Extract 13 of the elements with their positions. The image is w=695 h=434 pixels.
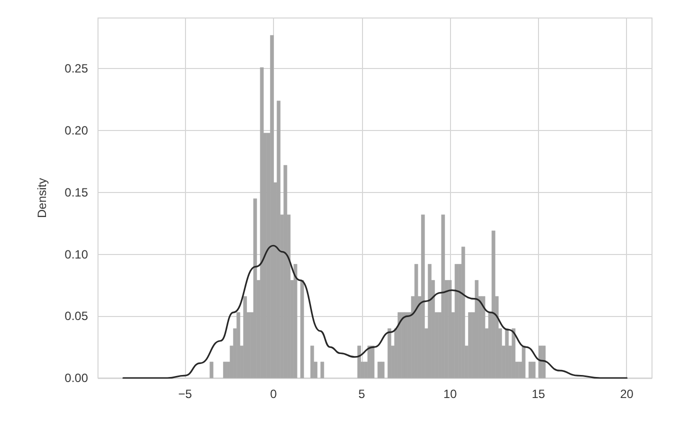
y-tick-label: 0.20: [64, 124, 88, 138]
x-tick-label: 0: [270, 387, 278, 401]
y-tick-label: 0.25: [64, 62, 88, 76]
x-tick-label: 10: [443, 387, 458, 401]
x-tick-label: 5: [358, 387, 366, 401]
x-tick-label: −5: [178, 387, 192, 401]
y-tick-label: 0.10: [64, 247, 88, 262]
x-tick-label: 20: [620, 387, 634, 401]
y-tick-label: 0.05: [64, 309, 88, 324]
x-tick-label: 15: [532, 387, 546, 401]
y-tick-label: 0.00: [64, 371, 88, 385]
y-axis-title: Density: [35, 178, 49, 218]
y-tick-label: 0.15: [64, 185, 88, 200]
